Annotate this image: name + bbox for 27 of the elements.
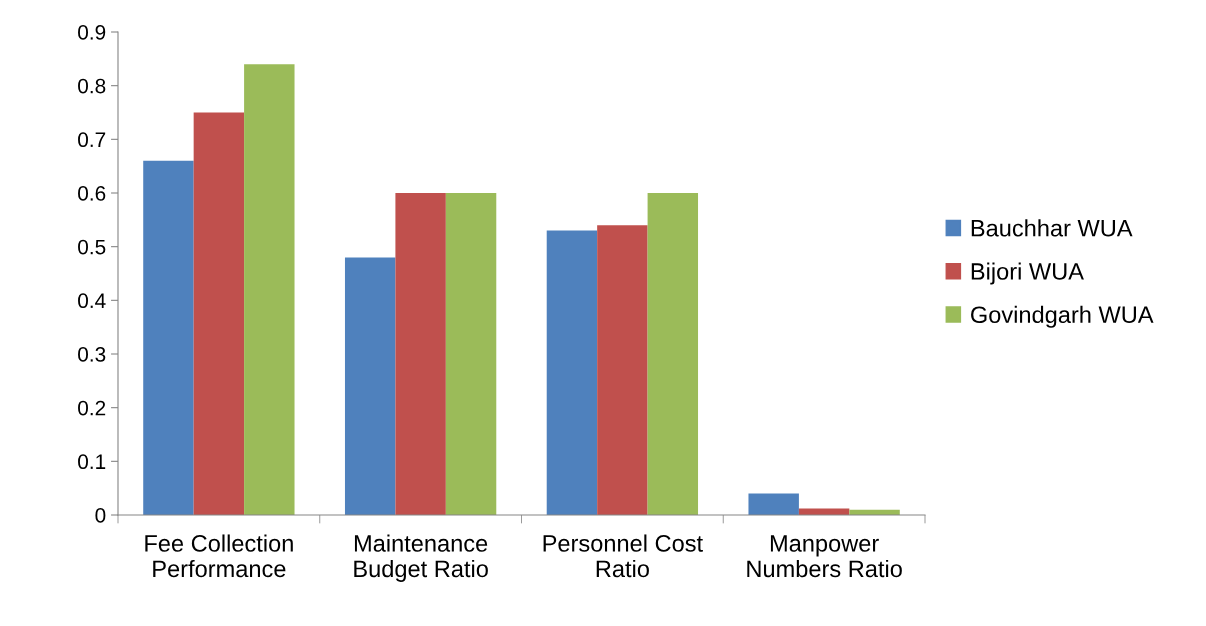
bar bbox=[193, 112, 245, 515]
legend-label: Bijori WUA bbox=[971, 262, 1084, 285]
x-tick-label: Fee Collection Performance bbox=[145, 534, 293, 578]
bar bbox=[244, 64, 295, 515]
y-tick-label: 0.1 bbox=[78, 454, 106, 470]
bar bbox=[344, 257, 396, 515]
y-tick-label: 0 bbox=[95, 508, 106, 523]
bar bbox=[546, 230, 598, 515]
bar bbox=[395, 193, 446, 515]
legend-label: Govindgarh WUA bbox=[971, 305, 1154, 328]
y-tick-label: 0.7 bbox=[78, 132, 106, 148]
y-tick-label: 0.4 bbox=[78, 293, 106, 309]
x-tick-label: Manpower Numbers Ratio bbox=[747, 535, 902, 578]
legend-label: Bauchhar WUA bbox=[971, 219, 1133, 237]
y-tick-label: 0.8 bbox=[78, 78, 106, 94]
bar bbox=[647, 193, 699, 515]
y-tick-label: 0.9 bbox=[78, 25, 106, 40]
x-tick-label: Maintenance Budget Ratio bbox=[354, 534, 488, 582]
y-tick-label: 0.3 bbox=[78, 347, 106, 362]
bar bbox=[748, 493, 799, 515]
x-tick-label: Personnel Cost Ratio bbox=[543, 534, 703, 578]
y-tick-label: 0.2 bbox=[78, 400, 106, 416]
bar bbox=[597, 225, 648, 515]
bar bbox=[143, 160, 194, 515]
y-tick-label: 0.5 bbox=[78, 239, 106, 255]
y-tick-label: 0.6 bbox=[78, 186, 106, 201]
bar bbox=[445, 193, 497, 515]
